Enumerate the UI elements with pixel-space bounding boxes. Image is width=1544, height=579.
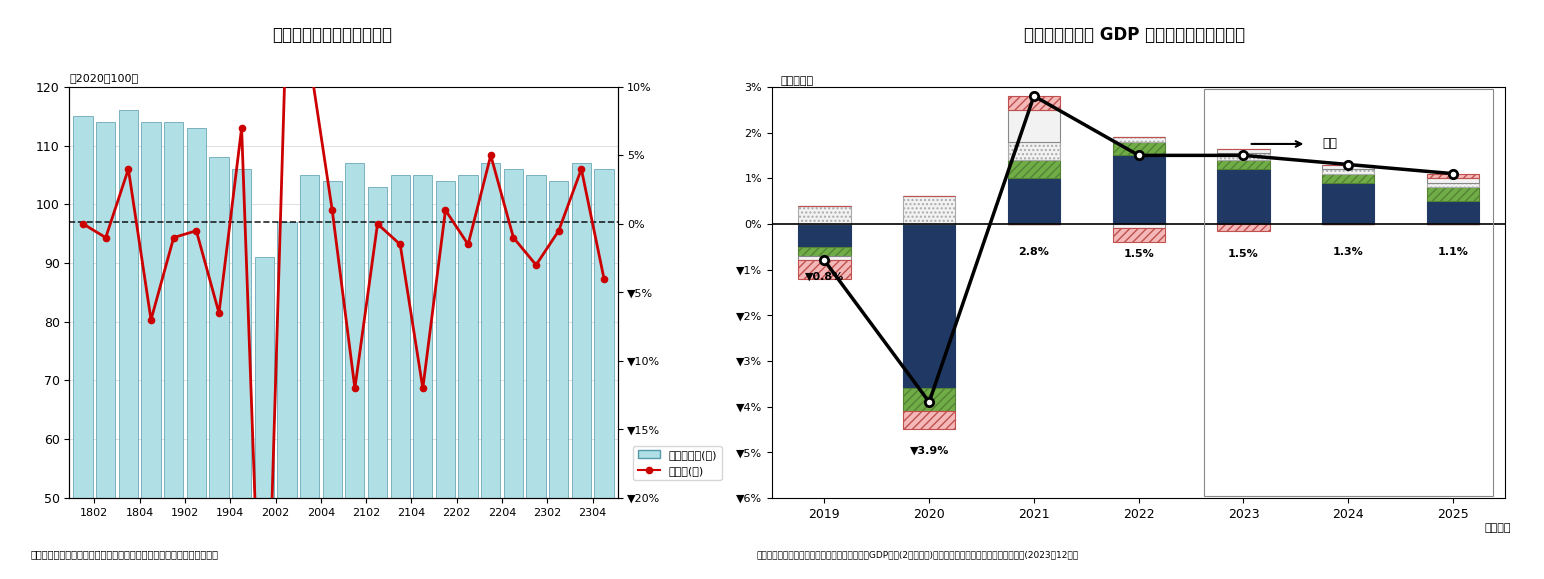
Bar bbox=[594, 169, 613, 579]
Bar bbox=[482, 163, 500, 579]
Bar bbox=[74, 116, 93, 579]
Bar bbox=[232, 169, 252, 579]
Bar bbox=[798, 261, 851, 278]
Bar bbox=[391, 175, 409, 579]
Bar bbox=[187, 128, 205, 579]
Bar bbox=[1217, 224, 1269, 231]
Bar bbox=[278, 222, 296, 579]
Bar bbox=[119, 111, 137, 579]
Text: 1.1%: 1.1% bbox=[1437, 247, 1468, 256]
Bar bbox=[798, 206, 851, 224]
Bar bbox=[300, 175, 320, 579]
Text: ▼0.8%: ▼0.8% bbox=[804, 272, 845, 282]
Bar bbox=[142, 122, 161, 579]
Text: 1.5%: 1.5% bbox=[1124, 249, 1153, 259]
Bar bbox=[1322, 174, 1374, 183]
Bar bbox=[527, 175, 545, 579]
Text: 図表－２　実質 GDP 成長率の推移（年度）: 図表－２ 実質 GDP 成長率の推移（年度） bbox=[1024, 26, 1246, 44]
Bar bbox=[1427, 174, 1479, 178]
Text: 1.3%: 1.3% bbox=[1332, 247, 1363, 256]
Bar bbox=[550, 181, 568, 579]
Bar bbox=[1427, 201, 1479, 224]
Bar bbox=[798, 224, 851, 247]
Bar bbox=[1427, 188, 1479, 201]
Bar bbox=[503, 169, 523, 579]
Bar bbox=[1008, 160, 1061, 178]
Bar bbox=[1113, 155, 1164, 224]
Bar bbox=[414, 175, 432, 579]
Bar bbox=[903, 389, 956, 411]
Bar bbox=[798, 256, 851, 261]
Text: （出所）経済産業省「鉱工業指数」をもとにニッセイ基礎研究所が作成: （出所）経済産業省「鉱工業指数」をもとにニッセイ基礎研究所が作成 bbox=[31, 549, 219, 559]
Legend: 鉱工業生産(左), 前期比(右): 鉱工業生産(左), 前期比(右) bbox=[633, 446, 721, 480]
Bar bbox=[459, 175, 477, 579]
Text: （出所）内閣府経済社会総合研究所「四半期別GDP速報(2次速報値)」をもとにニッセイ基礎研究所が作成(2023年12月）: （出所）内閣府経済社会総合研究所「四半期別GDP速報(2次速報値)」をもとにニッ… bbox=[757, 550, 1079, 559]
Bar bbox=[903, 196, 956, 224]
Text: （前年比）: （前年比） bbox=[780, 76, 814, 86]
Bar bbox=[1008, 142, 1061, 160]
Bar bbox=[1217, 153, 1269, 160]
Bar bbox=[1322, 169, 1374, 174]
Bar bbox=[1113, 224, 1164, 229]
Bar bbox=[96, 122, 116, 579]
Text: 2.8%: 2.8% bbox=[1019, 247, 1050, 256]
Bar bbox=[1204, 89, 1493, 496]
Bar bbox=[164, 122, 184, 579]
Bar bbox=[367, 186, 388, 579]
Bar bbox=[1427, 178, 1479, 183]
Bar bbox=[1113, 142, 1164, 155]
Bar bbox=[1427, 183, 1479, 188]
Text: （年度）: （年度） bbox=[1484, 523, 1510, 533]
Bar bbox=[1008, 96, 1061, 109]
Bar bbox=[1008, 109, 1061, 142]
Bar bbox=[571, 163, 591, 579]
Text: 1.5%: 1.5% bbox=[1227, 249, 1258, 259]
Bar bbox=[798, 247, 851, 256]
Bar bbox=[1217, 160, 1269, 169]
Bar bbox=[323, 181, 341, 579]
Text: 予測: 予測 bbox=[1322, 137, 1337, 151]
Text: 図表－１　鉱工業生産指数: 図表－１ 鉱工業生産指数 bbox=[272, 26, 392, 44]
Bar bbox=[255, 257, 273, 579]
Bar bbox=[1322, 164, 1374, 169]
Bar bbox=[210, 157, 229, 579]
Bar bbox=[346, 163, 364, 579]
Bar bbox=[1322, 183, 1374, 224]
Bar bbox=[1113, 137, 1164, 142]
Bar bbox=[1008, 178, 1061, 224]
Text: ▼3.9%: ▼3.9% bbox=[909, 445, 950, 456]
Bar bbox=[903, 224, 956, 389]
Bar bbox=[1113, 229, 1164, 242]
Bar bbox=[1217, 149, 1269, 153]
Bar bbox=[435, 181, 455, 579]
Bar bbox=[903, 411, 956, 430]
Bar bbox=[1217, 169, 1269, 224]
Text: （2020＝100）: （2020＝100） bbox=[69, 73, 139, 83]
